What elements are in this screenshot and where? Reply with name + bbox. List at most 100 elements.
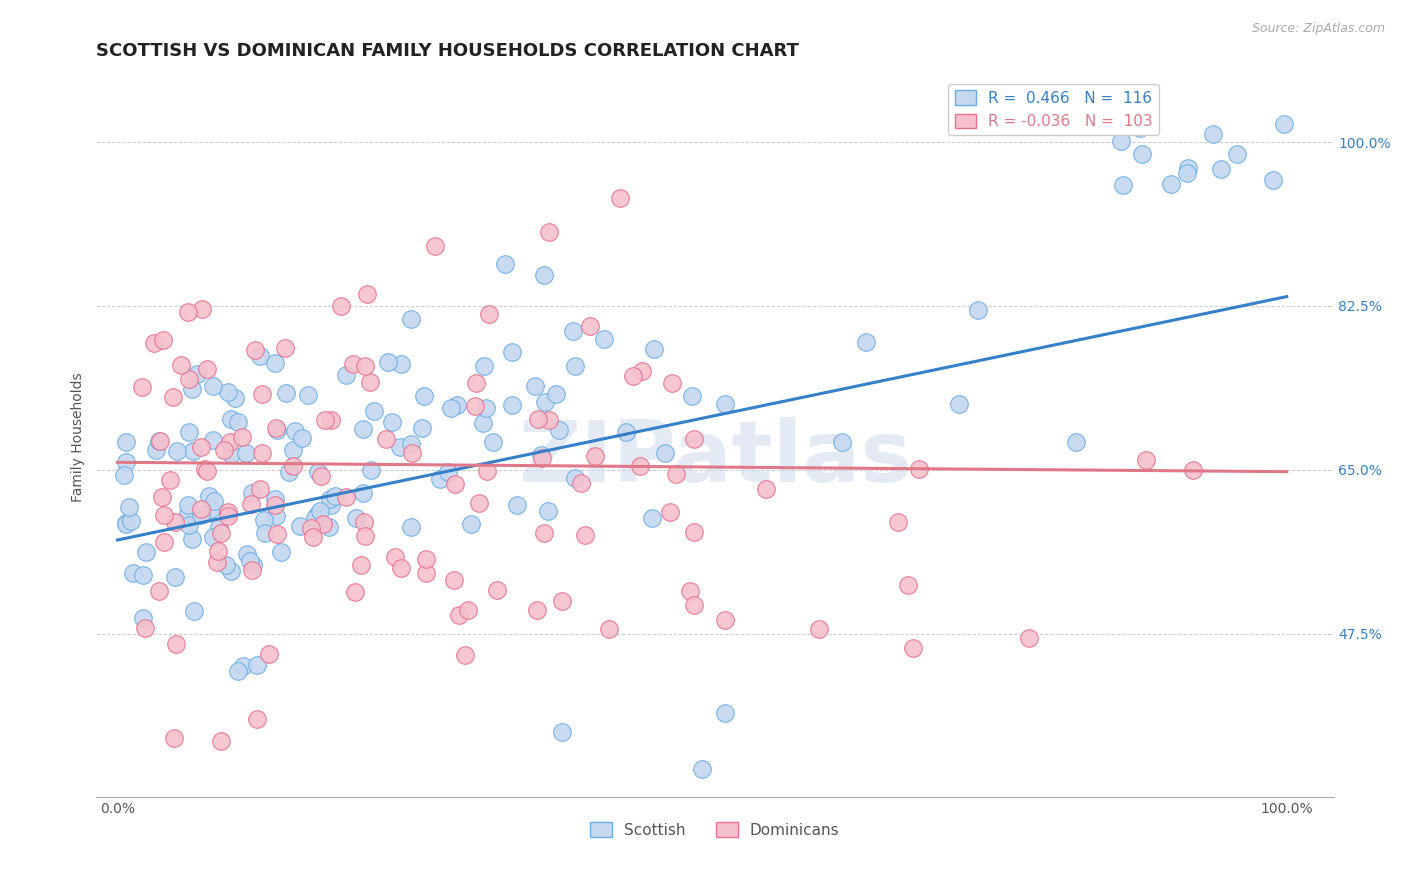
Point (240, 563, 263, 577)
Point (1272, 117, 1295, 131)
Point (305, 508, 328, 522)
Point (475, 401, 498, 415)
Point (1064, 434, 1087, 449)
Point (148, 434, 170, 449)
Point (311, 517, 333, 532)
Point (181, 444, 204, 458)
Point (283, 458, 305, 473)
Point (319, 413, 342, 427)
Point (571, 476, 593, 491)
Point (354, 529, 377, 543)
Point (363, 404, 385, 418)
Point (533, 526, 555, 541)
Point (115, 516, 138, 530)
Point (377, 354, 399, 368)
Point (609, 191, 631, 205)
Point (142, 336, 165, 351)
Point (384, 549, 406, 564)
Point (527, 411, 550, 425)
Point (153, 508, 176, 523)
Point (219, 447, 242, 461)
Point (145, 442, 167, 457)
Point (1177, 161, 1199, 175)
Point (1160, 177, 1182, 191)
Point (281, 443, 304, 458)
Point (352, 486, 374, 500)
Point (460, 517, 482, 532)
Point (249, 482, 271, 496)
Point (177, 506, 200, 520)
Point (135, 545, 157, 559)
Point (264, 498, 287, 512)
Point (235, 547, 257, 561)
Point (114, 455, 136, 469)
Point (564, 470, 586, 484)
Point (714, 613, 737, 627)
Point (226, 415, 249, 429)
Point (616, 425, 638, 439)
Point (350, 558, 373, 573)
Point (641, 511, 664, 525)
Point (948, 397, 970, 411)
Point (209, 733, 232, 747)
Point (808, 622, 831, 636)
Point (1112, 178, 1135, 193)
Point (257, 648, 280, 662)
Point (683, 524, 706, 539)
Point (166, 443, 188, 458)
Point (579, 318, 602, 333)
Point (472, 359, 495, 374)
Point (551, 725, 574, 739)
Point (755, 482, 778, 496)
Point (253, 513, 276, 527)
Point (200, 501, 222, 516)
Point (630, 458, 652, 473)
Point (319, 498, 342, 512)
Point (162, 390, 184, 404)
Point (217, 505, 239, 519)
Point (263, 356, 285, 370)
Point (112, 467, 135, 482)
Point (481, 434, 503, 449)
Point (443, 573, 465, 587)
Point (120, 514, 142, 528)
Point (583, 449, 606, 463)
Point (533, 268, 555, 283)
Point (246, 712, 269, 726)
Point (478, 307, 501, 321)
Point (537, 504, 560, 518)
Point (661, 376, 683, 390)
Point (191, 302, 214, 317)
Point (1225, 147, 1247, 161)
Legend: Scottish, Dominicans: Scottish, Dominicans (585, 816, 845, 844)
Point (1201, 128, 1223, 142)
Point (429, 472, 451, 486)
Point (454, 648, 477, 662)
Point (190, 440, 212, 454)
Point (436, 466, 458, 480)
Point (254, 526, 277, 541)
Point (202, 494, 225, 508)
Point (132, 568, 155, 582)
Point (221, 564, 243, 578)
Point (149, 434, 172, 448)
Point (574, 527, 596, 541)
Point (177, 498, 200, 512)
Point (240, 497, 263, 511)
Point (537, 413, 560, 427)
Point (344, 585, 367, 599)
Point (318, 520, 340, 534)
Point (831, 434, 853, 449)
Point (530, 448, 553, 462)
Point (270, 545, 292, 559)
Point (447, 607, 470, 622)
Point (388, 440, 411, 454)
Point (226, 664, 249, 678)
Point (1018, 632, 1040, 646)
Point (1209, 162, 1232, 177)
Point (683, 432, 706, 446)
Point (217, 509, 239, 524)
Point (598, 622, 620, 636)
Point (231, 430, 253, 444)
Point (1135, 453, 1157, 467)
